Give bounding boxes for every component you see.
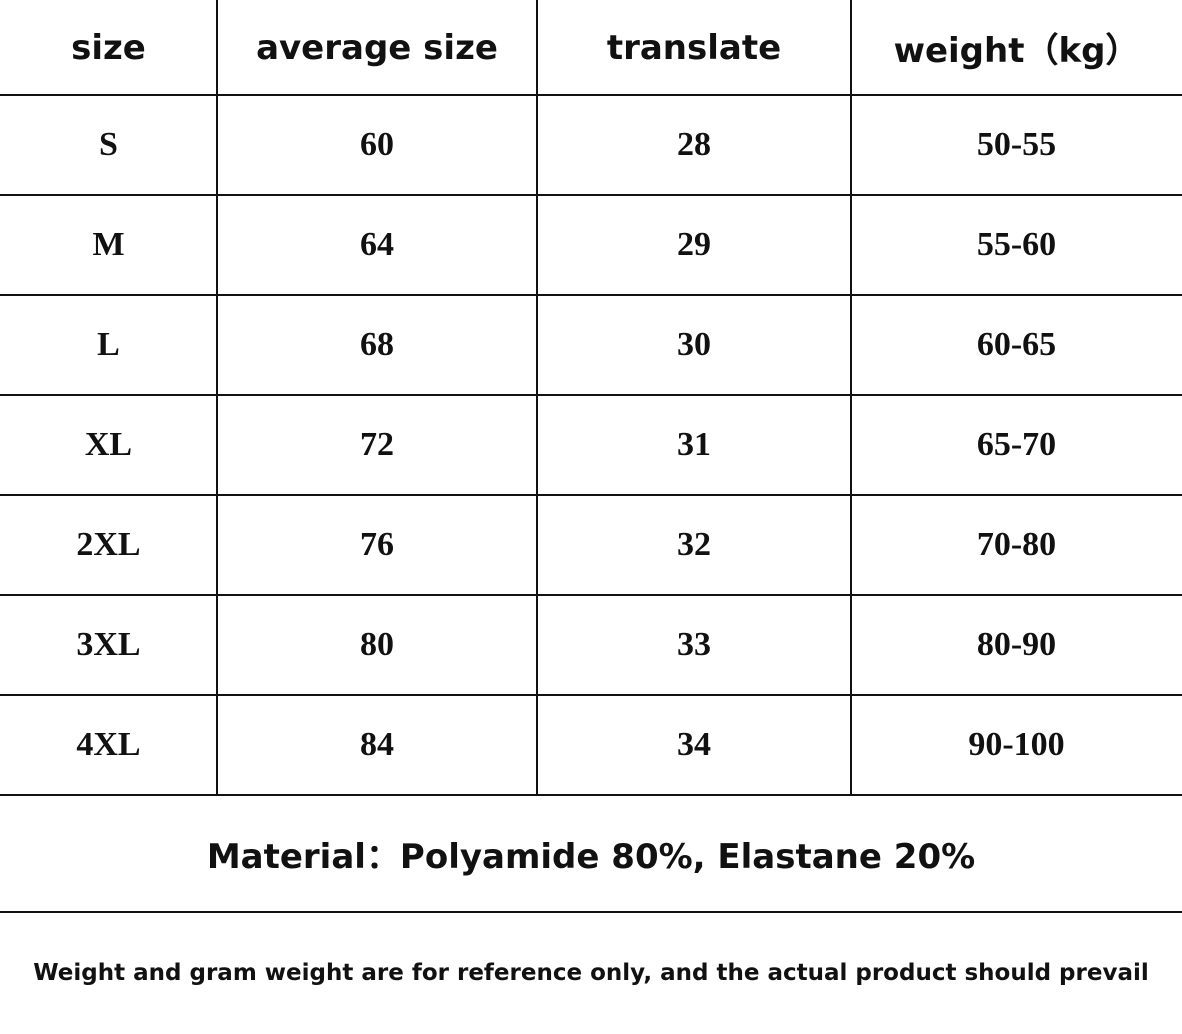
table-cell: 65-70 xyxy=(976,426,1057,463)
table-cell: 3XL xyxy=(76,626,141,663)
table-cell: 84 xyxy=(360,726,394,763)
row-divider xyxy=(0,194,1182,196)
table-cell: 80 xyxy=(360,626,394,663)
table-cell: 30 xyxy=(677,326,711,363)
table-cell: 2XL xyxy=(76,526,141,563)
table-cell: XL xyxy=(84,426,133,463)
header-cell: translate xyxy=(606,27,782,68)
row-divider xyxy=(0,794,1182,796)
table-cell: 76 xyxy=(360,526,394,563)
material-text: Material：Polyamide 80%, Elastane 20% xyxy=(206,837,976,877)
column-divider xyxy=(536,0,538,796)
table-cell: 28 xyxy=(677,126,711,163)
row-divider xyxy=(0,294,1182,296)
table-cell: M xyxy=(92,226,125,263)
table-cell: S xyxy=(99,126,118,163)
column-divider xyxy=(850,0,852,796)
table-cell: 50-55 xyxy=(976,126,1057,163)
table-cell: 80-90 xyxy=(976,626,1057,663)
row-divider xyxy=(0,394,1182,396)
header-cell: average size xyxy=(256,27,498,68)
table-cell: 31 xyxy=(677,426,711,463)
table-cell: 60-65 xyxy=(976,326,1057,363)
table-cell: 90-100 xyxy=(968,726,1065,763)
table-cell: L xyxy=(97,326,120,363)
row-divider xyxy=(0,911,1182,913)
row-divider xyxy=(0,494,1182,496)
table-cell: 55-60 xyxy=(976,226,1057,263)
header-cell: weight（kg） xyxy=(893,31,1140,71)
row-divider xyxy=(0,94,1182,96)
table-cell: 68 xyxy=(360,326,394,363)
table-cell: 72 xyxy=(360,426,394,463)
table-cell: 33 xyxy=(677,626,711,663)
table-cell: 60 xyxy=(360,126,394,163)
table-cell: 32 xyxy=(677,526,711,563)
header-cell: size xyxy=(71,27,146,68)
table-cell: 34 xyxy=(677,726,711,763)
row-divider xyxy=(0,594,1182,596)
column-divider xyxy=(216,0,218,796)
table-cell: 4XL xyxy=(76,726,141,763)
table-cell: 29 xyxy=(677,226,711,263)
note-text: Weight and gram weight are for reference… xyxy=(33,960,1149,986)
table-cell: 70-80 xyxy=(976,526,1057,563)
table-cell: 64 xyxy=(360,226,394,263)
row-divider xyxy=(0,694,1182,696)
